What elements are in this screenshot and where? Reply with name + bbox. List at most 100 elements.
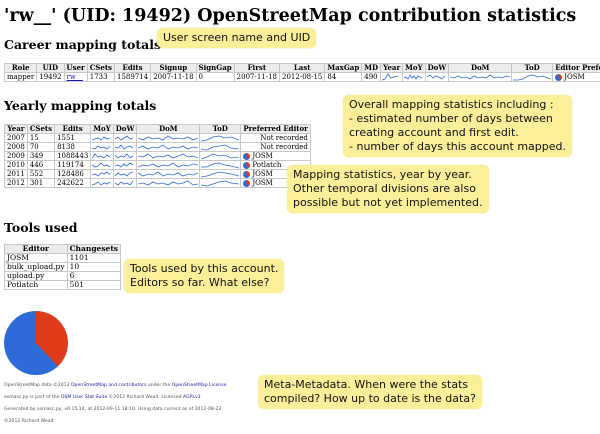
tod-sparkline — [199, 142, 242, 152]
osm-license-link[interactable]: OpenStreetMap License — [171, 383, 227, 388]
sparkline — [138, 162, 199, 168]
table-row: 2012 301 242622 JOSM — [4, 178, 311, 188]
moy-sparkline — [402, 72, 426, 82]
sparkline — [114, 171, 133, 177]
note-line: - estimated number of days between — [349, 112, 553, 125]
last-value: 2012-08-15 — [279, 72, 326, 82]
sparkline — [201, 180, 240, 187]
agpl-link[interactable]: AGPLv3 — [183, 395, 201, 400]
edits-value: 242622 — [54, 178, 92, 188]
sparkline — [114, 135, 133, 141]
sparkline — [450, 74, 511, 80]
moy-sparkline — [90, 133, 114, 143]
editor-label: JOSM — [252, 152, 273, 160]
dow-sparkline — [112, 160, 138, 170]
edits-value: 1551 — [54, 133, 92, 143]
dow-sparkline — [112, 151, 138, 161]
sparkline — [138, 153, 199, 159]
editor-pie-icon — [243, 161, 251, 169]
sparkline — [201, 153, 240, 160]
tool-count: 501 — [66, 280, 122, 290]
user-link[interactable]: rw__ — [66, 73, 83, 81]
note-line: Meta-Metadata. When were the stats — [264, 378, 469, 391]
year-value: 2009 — [4, 151, 28, 161]
signgap-value: 0 — [195, 72, 235, 82]
signup-value: 2007-11-18 — [150, 72, 197, 82]
csets-value: 301 — [26, 178, 56, 188]
moy-sparkline — [90, 160, 114, 170]
moy-sparkline — [90, 169, 114, 179]
col-year: Year — [380, 63, 404, 73]
dom-sparkline — [136, 169, 201, 179]
editor-pie-icon — [243, 152, 251, 160]
edits-value: 1589714 — [113, 72, 152, 82]
career-row: mapper 19492 rw__ 1733 1589714 2007-11-1… — [3, 72, 600, 82]
table-row: 2011 552 128486 JOSM — [4, 169, 311, 179]
sparkline — [92, 162, 111, 168]
note-meta: Meta-Metadata. When were the stats compi… — [258, 375, 482, 409]
col-dow: DoW — [424, 63, 450, 73]
user-value[interactable]: rw__ — [63, 72, 88, 82]
note-line: possible but not yet implemented. — [293, 196, 483, 209]
editor-pie-icon — [243, 179, 251, 187]
footer-text: under the — [146, 383, 172, 388]
page-title: 'rw__' (UID: 19492) OpenStreetMap contri… — [4, 6, 577, 26]
career-table: Role UID User CSets Edits Signup SignGap… — [3, 63, 600, 82]
career-header-row: Role UID User CSets Edits Signup SignGap… — [3, 63, 600, 73]
col-tod: ToD — [511, 63, 554, 73]
footer-line-1: OpenStreetMap data ©2012 OpenStreetMap a… — [4, 383, 226, 388]
yearly-header-row: Year CSets Edits MoY DoW DoM ToD Preferr… — [4, 124, 311, 134]
footer-text: OpenStreetMap data ©2012 — [4, 383, 71, 388]
yearly-heading: Yearly mapping totals — [4, 98, 157, 113]
csets-value: 552 — [26, 169, 56, 179]
editor-label: JOSM — [252, 170, 273, 178]
table-row: Potlatch 501 — [4, 280, 122, 290]
note-yearly: Mapping statistics, year by year. Other … — [287, 165, 489, 213]
editor-label: JOSM — [252, 179, 273, 187]
dom-sparkline — [448, 72, 513, 82]
edits-value: 128486 — [54, 169, 92, 179]
footer-line-3: Generated by osmasc.py, v0.15.14, at 201… — [4, 407, 222, 412]
osm-contributors-link[interactable]: OpenStreetMap and contributors — [70, 383, 147, 388]
sparkline — [201, 171, 240, 178]
col-dow: DoW — [112, 124, 138, 134]
note-line: Tools used by this account. — [130, 262, 279, 275]
col-signgap: SignGap — [195, 63, 235, 73]
note-tools: Tools used by this account. Editors so f… — [124, 259, 285, 293]
md-value: 490 — [361, 72, 382, 82]
col-edits: Edits — [54, 124, 92, 134]
table-row: 2009 349 1088443 JOSM — [4, 151, 311, 161]
edits-value: 1088443 — [54, 151, 92, 161]
note-line: Overall mapping statistics including : — [349, 98, 554, 111]
col-dom: DoM — [136, 124, 201, 134]
dom-sparkline — [136, 151, 201, 161]
note-line: compiled? How up to date is the data? — [264, 392, 476, 405]
editor-label: Potlatch — [252, 161, 282, 169]
preferred-editor-value: Not recorded — [240, 133, 311, 143]
col-moy: MoY — [402, 63, 426, 73]
sparkline — [92, 181, 111, 186]
footer-text: osmasc.py is part of the — [4, 395, 61, 400]
tools-table: Editor Changesets JOSM 1101 bulk_upload.p… — [4, 244, 122, 290]
moy-sparkline — [90, 142, 114, 152]
uid-value: 19492 — [36, 72, 65, 82]
table-row: 2008 70 8138 Not recorded — [4, 142, 311, 152]
dow-sparkline — [424, 72, 450, 82]
col-csets: CSets — [26, 124, 56, 134]
osm-user-stat-suite-link[interactable]: OSM User Stat Suite — [60, 395, 108, 400]
table-row: 2010 446 119174 Potlatch — [4, 160, 311, 170]
sparkline — [92, 171, 111, 177]
editor-value: JOSM — [552, 72, 600, 82]
year-sparkline — [380, 72, 404, 82]
sparkline — [201, 144, 240, 151]
sparkline — [138, 180, 199, 186]
role-value: mapper — [3, 72, 38, 82]
tool-count: 10 — [66, 262, 122, 272]
col-edits: Edits — [113, 63, 152, 73]
year-value: 2007 — [4, 133, 28, 143]
year-value: 2011 — [4, 169, 28, 179]
note-overall: Overall mapping statistics including : -… — [343, 95, 573, 157]
preferred-editor-value: JOSM — [240, 151, 311, 161]
sparkline — [138, 144, 199, 150]
col-maxgap: MaxGap — [324, 63, 363, 73]
